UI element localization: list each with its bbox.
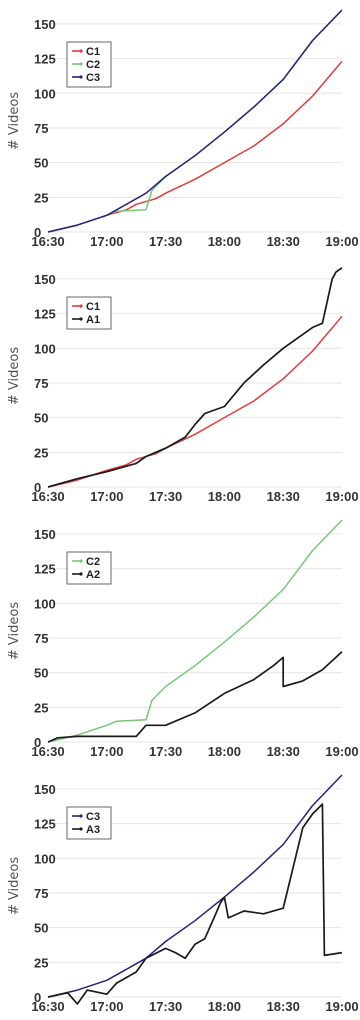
legend-marker-c1 <box>79 49 83 53</box>
legend-label-c1: C1 <box>86 46 100 58</box>
legend-label-a2: A2 <box>86 569 100 581</box>
x-tick-label: 16:30 <box>31 999 64 1014</box>
legend-marker-c3 <box>79 814 83 818</box>
x-tick-label: 17:00 <box>90 999 123 1014</box>
legend-box <box>66 41 112 88</box>
y-tick-label: 50 <box>34 156 48 171</box>
y-tick-label: 75 <box>34 121 48 136</box>
y-tick-label: 25 <box>34 445 48 460</box>
y-tick-label: 50 <box>34 666 48 681</box>
x-tick-label: 18:30 <box>267 489 300 504</box>
legend-marker-c2 <box>79 62 83 66</box>
chart-panel-1: 0 25 50 75 100 125 150 16:30 17:00 17:30 18:00 18:3… <box>0 0 360 255</box>
series-line-a2 <box>47 651 343 743</box>
x-tick-label: 19:00 <box>325 999 358 1014</box>
x-tick-label: 17:30 <box>149 999 182 1014</box>
legend-label-c3: C3 <box>86 72 100 84</box>
x-tick-label: 17:00 <box>90 744 123 759</box>
series-line-c3 <box>47 774 343 998</box>
y-tick-label: 0 <box>34 225 41 240</box>
y-tick-label: 125 <box>34 817 56 832</box>
chart-panel-2: 0 25 50 75 100 125 150 16:30 17:00 17:30 18:00 18:3… <box>0 255 360 510</box>
x-tick-label: 16:30 <box>31 234 64 249</box>
chart-svg-3: 0 25 50 75 100 125 150 16:30 17:00 17:30 18:00 18:3… <box>7 519 359 759</box>
series-line-c3 <box>47 9 343 233</box>
legend-label-c2: C2 <box>86 59 100 71</box>
legend-label-a1: A1 <box>86 314 100 326</box>
x-tick-label: 17:30 <box>149 489 182 504</box>
y-tick-label: 150 <box>34 527 56 542</box>
series-line-a3 <box>47 803 343 1005</box>
y-tick-label: 150 <box>34 782 56 797</box>
legend-label-c1: C1 <box>86 301 100 313</box>
x-tick-label: 18:30 <box>267 234 300 249</box>
legend-box <box>66 806 112 840</box>
legend-label-a3: A3 <box>86 824 100 836</box>
y-axis-label: # Videos <box>7 92 22 150</box>
y-axis-label: # Videos <box>7 857 22 915</box>
y-axis-label: # Videos <box>7 602 22 660</box>
y-tick-label: 100 <box>34 341 56 356</box>
chart-svg-4: 0 25 50 75 100 125 150 16:30 17:00 17:30 18:00 18:3… <box>7 774 359 1014</box>
y-tick-label: 125 <box>34 52 56 67</box>
legend-marker-c1 <box>79 304 83 308</box>
x-tick-label: 17:00 <box>90 489 123 504</box>
y-tick-label: 25 <box>34 190 48 205</box>
x-tick-label: 18:00 <box>208 744 241 759</box>
x-tick-label: 18:30 <box>267 744 300 759</box>
y-tick-label: 150 <box>34 272 56 287</box>
series-line-c2 <box>47 519 343 743</box>
chart-svg-2: 0 25 50 75 100 125 150 16:30 17:00 17:30 18:00 18:3… <box>7 267 359 504</box>
x-tick-label: 19:00 <box>325 234 358 249</box>
x-tick-label: 17:30 <box>149 744 182 759</box>
legend-label-c3: C3 <box>86 811 100 823</box>
y-tick-label: 100 <box>34 851 56 866</box>
x-tick-label: 19:00 <box>325 744 358 759</box>
y-tick-label: 75 <box>34 376 48 391</box>
y-tick-label: 100 <box>34 596 56 611</box>
legend-marker-a3 <box>79 827 83 831</box>
x-tick-label: 16:30 <box>31 744 64 759</box>
chart-panel-4: 0 25 50 75 100 125 150 16:30 17:00 17:30 18:00 18:3… <box>0 765 360 1020</box>
x-tick-label: 19:00 <box>325 489 358 504</box>
chart-panel-3: 0 25 50 75 100 125 150 16:30 17:00 17:30 18:00 18:3… <box>0 510 360 765</box>
y-tick-label: 100 <box>34 86 56 101</box>
legend-box <box>66 551 112 585</box>
x-tick-label: 17:30 <box>149 234 182 249</box>
x-tick-label: 16:30 <box>31 489 64 504</box>
y-tick-label: 50 <box>34 411 48 426</box>
y-tick-label: 150 <box>34 17 56 32</box>
x-tick-label: 18:30 <box>267 999 300 1014</box>
y-tick-label: 125 <box>34 307 56 322</box>
x-tick-label: 18:00 <box>208 999 241 1014</box>
y-tick-label: 125 <box>34 562 56 577</box>
legend-label-c2: C2 <box>86 556 100 568</box>
y-tick-label: 0 <box>34 735 41 750</box>
legend-marker-a1 <box>79 317 83 321</box>
x-tick-label: 18:00 <box>208 489 241 504</box>
y-tick-label: 0 <box>34 480 41 495</box>
legend-marker-c3 <box>79 75 83 79</box>
x-tick-label: 17:00 <box>90 234 123 249</box>
y-tick-label: 75 <box>34 886 48 901</box>
legend-box <box>66 296 112 330</box>
y-tick-label: 75 <box>34 631 48 646</box>
y-tick-label: 25 <box>34 700 48 715</box>
y-axis-label: # Videos <box>7 347 22 405</box>
series-line-a1 <box>47 267 343 488</box>
legend-marker-c2 <box>79 559 83 563</box>
x-tick-label: 18:00 <box>208 234 241 249</box>
legend-marker-a2 <box>79 572 83 576</box>
y-tick-label: 0 <box>34 990 41 1005</box>
y-tick-label: 25 <box>34 955 48 970</box>
chart-svg-1: 0 25 50 75 100 125 150 16:30 17:00 17:30 18:00 18:3… <box>7 9 359 249</box>
series-line-c1 <box>47 315 343 488</box>
y-tick-label: 50 <box>34 921 48 936</box>
